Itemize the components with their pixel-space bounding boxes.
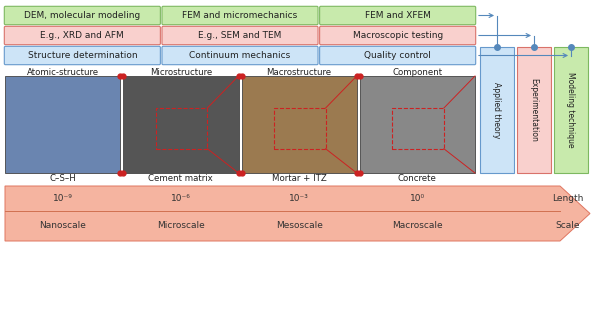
FancyBboxPatch shape [319, 46, 476, 65]
Text: C–S–H: C–S–H [49, 174, 76, 183]
FancyBboxPatch shape [4, 26, 161, 45]
Text: Macrostructure: Macrostructure [267, 68, 332, 77]
Text: 10⁻⁹: 10⁻⁹ [53, 194, 72, 203]
Bar [123, 76, 238, 173]
Text: FEM and XFEM: FEM and XFEM [365, 11, 430, 20]
Text: 10⁻⁶: 10⁻⁶ [171, 194, 191, 203]
Bar [156, 108, 207, 149]
Bar [5, 76, 120, 173]
FancyBboxPatch shape [162, 46, 318, 65]
Text: Experimentation: Experimentation [530, 78, 538, 142]
Text: Nanoscale: Nanoscale [39, 221, 86, 230]
Text: Atomic-structure: Atomic-structure [26, 68, 99, 77]
Polygon shape [5, 186, 590, 241]
Text: Microstructure: Microstructure [150, 68, 212, 77]
Text: Mortar + ITZ: Mortar + ITZ [272, 174, 327, 183]
Text: Quality control: Quality control [364, 51, 431, 60]
Text: DEM, molecular modeling: DEM, molecular modeling [24, 11, 140, 20]
Text: FEM and micromechanics: FEM and micromechanics [183, 11, 298, 20]
Text: Mesoscale: Mesoscale [276, 221, 322, 230]
Text: Cement matrix: Cement matrix [148, 174, 213, 183]
Text: Macroscopic testing: Macroscopic testing [352, 31, 443, 40]
Bar [517, 47, 551, 173]
Text: Length: Length [552, 194, 584, 203]
Bar [242, 76, 357, 173]
FancyBboxPatch shape [162, 26, 318, 45]
Text: Applied theory: Applied theory [492, 82, 501, 138]
FancyBboxPatch shape [4, 46, 161, 65]
FancyBboxPatch shape [162, 6, 318, 25]
Text: 10⁻³: 10⁻³ [289, 194, 309, 203]
FancyBboxPatch shape [319, 26, 476, 45]
Text: Continuum mechanics: Continuum mechanics [189, 51, 291, 60]
Bar [360, 76, 475, 173]
Text: Structure determination: Structure determination [28, 51, 137, 60]
Text: E.g., SEM and TEM: E.g., SEM and TEM [199, 31, 282, 40]
Text: Microscale: Microscale [157, 221, 205, 230]
Text: Modeling technique: Modeling technique [566, 72, 576, 148]
FancyBboxPatch shape [4, 6, 161, 25]
Text: Component: Component [392, 68, 443, 77]
Text: Scale: Scale [556, 221, 581, 230]
Bar [480, 47, 514, 173]
Text: Concrete: Concrete [398, 174, 437, 183]
Text: Macroscale: Macroscale [392, 221, 443, 230]
Bar [274, 108, 326, 149]
Bar [554, 47, 588, 173]
Bar [392, 108, 444, 149]
Text: 10⁰: 10⁰ [410, 194, 425, 203]
FancyBboxPatch shape [319, 6, 476, 25]
Text: E.g., XRD and AFM: E.g., XRD and AFM [40, 31, 124, 40]
